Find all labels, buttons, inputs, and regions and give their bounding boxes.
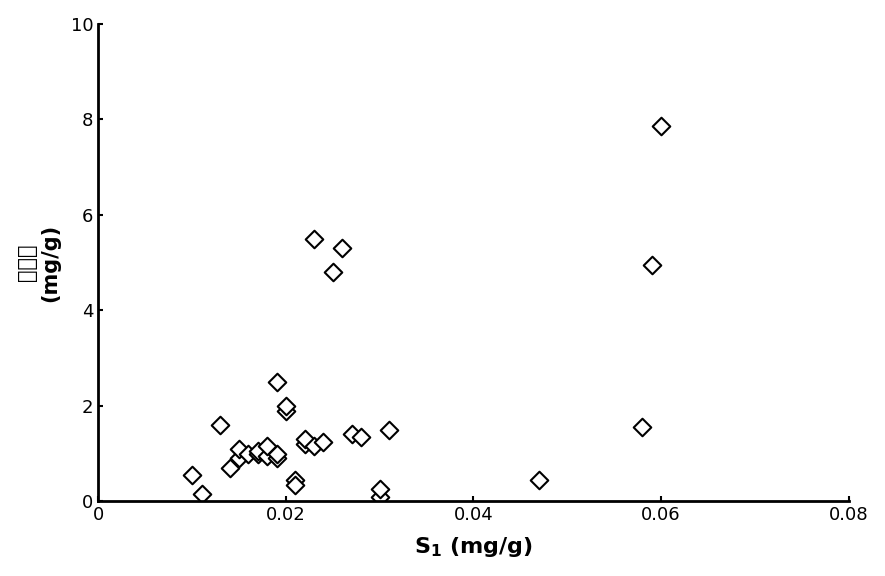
Point [260,452,274,461]
Point [223,463,237,472]
Point [382,425,396,434]
Point [279,406,293,415]
Point [335,244,350,253]
Point [232,444,246,453]
Point [270,454,284,463]
Point [270,377,284,386]
Point [297,439,312,449]
Point [297,435,312,444]
Point [317,437,331,446]
Point [279,401,293,411]
Point [250,449,265,458]
Point [354,432,368,441]
Point [289,475,303,484]
Point [307,234,321,243]
Point [373,485,387,494]
Point [373,492,387,501]
Point [326,267,340,276]
Point [195,490,209,499]
Point [635,423,650,432]
Point [250,446,265,456]
Point [270,449,284,458]
Point [185,471,199,480]
Point [213,420,227,430]
Point [242,449,256,458]
Point [289,480,303,489]
Point [644,260,658,270]
Point [532,475,546,484]
Point [344,430,358,439]
Point [307,442,321,451]
Point [232,454,246,463]
Y-axis label: 无效碳
(mg/g): 无效碳 (mg/g) [17,223,60,302]
X-axis label: $\mathregular{S_1}$ (mg/g): $\mathregular{S_1}$ (mg/g) [414,535,533,559]
Point [260,442,274,451]
Point [654,122,668,131]
